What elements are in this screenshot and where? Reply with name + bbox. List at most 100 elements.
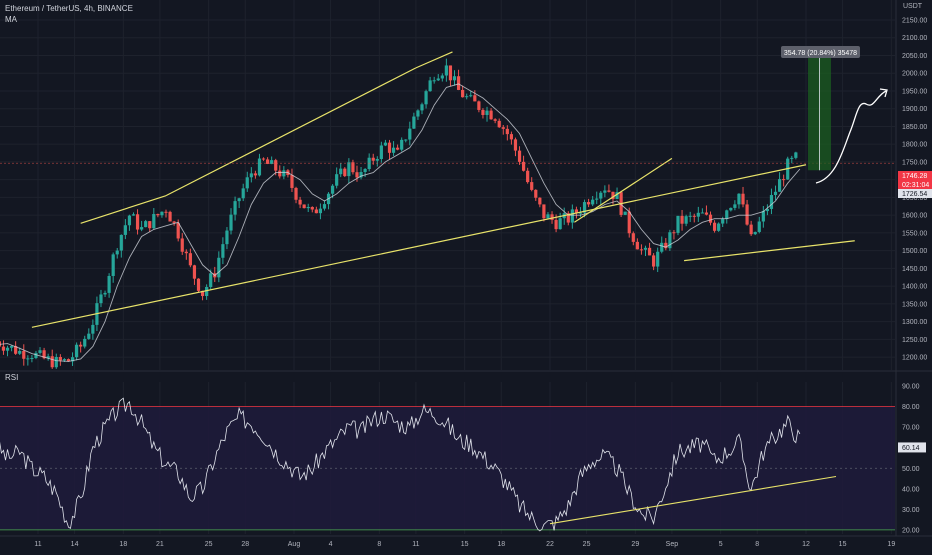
candle-body	[229, 214, 233, 231]
candle-body	[261, 158, 266, 160]
trendline[interactable]	[574, 157, 673, 223]
candle-body	[465, 96, 469, 98]
target-box-label: 354.78 (20.84%) 35478	[784, 50, 857, 57]
candle-body	[54, 356, 58, 368]
rsi-label[interactable]: RSI	[5, 373, 19, 382]
candle-body	[172, 221, 176, 223]
price-tag-bg	[898, 171, 932, 180]
rsi-axis-tick: 20.00	[902, 527, 920, 534]
candle-body	[700, 212, 704, 214]
candle-body	[140, 227, 144, 230]
candle-body	[582, 202, 587, 213]
candle-body	[477, 101, 481, 110]
time-axis-tick: 11	[412, 541, 419, 548]
price-axis-tick: 1500.00	[902, 248, 927, 255]
time-axis-tick: 25	[583, 541, 591, 548]
candle-body	[58, 356, 62, 361]
candle-body	[749, 224, 753, 235]
candle-body	[452, 76, 457, 81]
candle-body	[387, 142, 392, 153]
price-axis-tick: 2000.00	[902, 71, 927, 78]
candle-body	[741, 193, 745, 205]
candle-body	[721, 218, 725, 224]
candle-body	[270, 160, 274, 164]
candle-body	[680, 215, 684, 224]
rsi-axis-tick: 90.00	[902, 384, 920, 391]
trendline[interactable]	[165, 67, 417, 197]
rsi-axis-tick: 80.00	[902, 404, 920, 411]
candle-body	[497, 120, 501, 128]
candle-body	[672, 232, 676, 234]
candle-body	[217, 257, 221, 278]
candle-body	[603, 190, 607, 193]
candle-body	[647, 247, 652, 256]
candle-body	[473, 95, 477, 102]
candle-body	[493, 119, 497, 121]
candle-body	[359, 172, 363, 178]
target-box-label-bg	[781, 46, 860, 58]
candle-body	[725, 210, 729, 219]
candle-body	[526, 170, 530, 183]
candle-body	[794, 152, 798, 158]
candle-body	[566, 213, 570, 223]
candle-body	[107, 275, 111, 293]
candle-body	[5, 347, 10, 351]
time-axis-tick: 18	[119, 541, 127, 548]
candle-body	[339, 168, 343, 175]
candle-body	[444, 65, 448, 76]
candle-body	[704, 212, 709, 215]
candle-body	[144, 221, 148, 228]
candle-body	[408, 128, 412, 140]
candle-body	[318, 208, 323, 214]
price-axis-tick: 2050.00	[902, 53, 927, 60]
price-axis-tick: 1400.00	[902, 284, 927, 291]
time-axis-tick: 28	[241, 541, 249, 548]
price-axis-tick: 1950.00	[902, 88, 927, 95]
projection-arrowhead	[879, 88, 888, 98]
candle-body	[363, 168, 367, 173]
symbol-title[interactable]: Ethereum / TetherUS, 4h, BINANCE	[5, 4, 133, 13]
trendline[interactable]	[31, 164, 807, 328]
candle-body	[302, 204, 306, 209]
rsi-value-tag: 60.14	[902, 445, 920, 452]
time-axis-tick: 18	[497, 541, 505, 548]
trendline[interactable]	[80, 195, 167, 224]
time-axis-tick: 8	[377, 541, 381, 548]
rsi-value-tag-bg	[898, 442, 926, 453]
candle-body	[30, 357, 34, 359]
price-axis-tick: 1800.00	[902, 142, 927, 149]
candle-body	[558, 218, 562, 230]
candle-body	[461, 89, 465, 98]
time-axis-tick: Sep	[666, 541, 679, 548]
candle-body	[574, 209, 579, 213]
ma-indicator-label[interactable]: MA	[5, 15, 17, 24]
candle-body	[278, 170, 282, 177]
candle-body	[587, 202, 591, 205]
candle-body	[123, 225, 127, 235]
rsi-trendline[interactable]	[549, 475, 837, 525]
candle-body	[717, 223, 721, 231]
time-axis-tick: 14	[71, 541, 79, 548]
candle-body	[355, 172, 359, 178]
trendline[interactable]	[415, 51, 453, 69]
candle-body	[782, 179, 786, 181]
price-axis-tick: 1200.00	[902, 355, 927, 362]
candle-body	[623, 211, 627, 215]
time-axis-tick: 5	[719, 541, 723, 548]
candle-body	[79, 344, 83, 347]
projection-arrow[interactable]	[815, 90, 887, 184]
time-axis-tick: 8	[755, 541, 759, 548]
trendline[interactable]	[684, 240, 855, 262]
candle-body	[70, 357, 75, 362]
candle-body	[745, 204, 749, 225]
candle-body	[517, 150, 522, 162]
candle-body	[627, 211, 631, 234]
candle-body	[757, 221, 761, 232]
candle-body	[412, 116, 416, 129]
price-axis-tick: 2100.00	[902, 35, 927, 42]
time-axis-tick: Aug	[288, 541, 301, 548]
price-axis-tick: 1450.00	[902, 266, 927, 273]
rsi-axis-tick: 70.00	[902, 425, 920, 432]
candle-body	[225, 230, 229, 245]
